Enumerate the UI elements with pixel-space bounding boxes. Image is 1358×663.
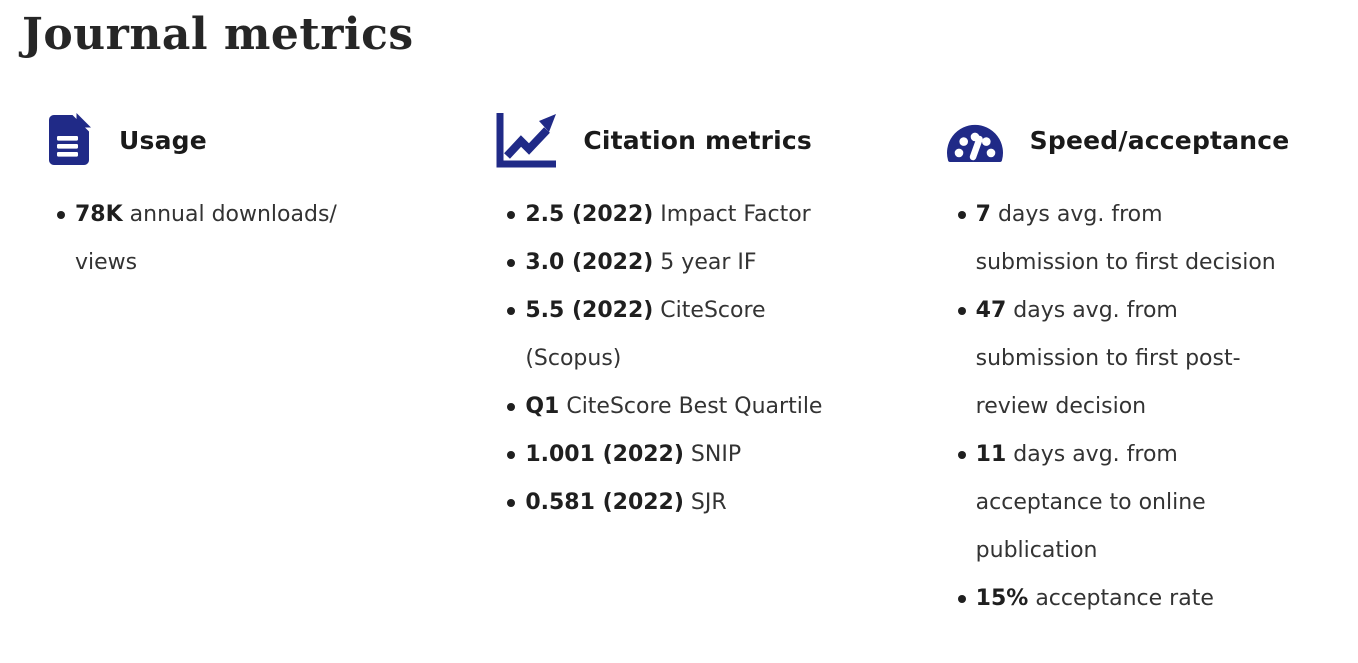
metric-item: 7 days avg. from submission to first dec… (957, 191, 1334, 287)
citation-metrics-list: 2.5 (2022) Impact Factor 3.0 (2022) 5 ye… (495, 191, 883, 527)
metric-item: 47 days avg. from submission to first po… (957, 287, 1334, 431)
metric-value: 47 (975, 298, 1007, 324)
metric-value: 15% (975, 586, 1029, 612)
metric-value: 7 (975, 202, 991, 228)
metric-value: Q1 (525, 394, 560, 420)
speed-acceptance-list: 7 days avg. from submission to first dec… (946, 191, 1334, 623)
citation-metrics-header: Citation metrics (495, 111, 883, 169)
metric-value: 2.5 (2022) (525, 202, 654, 228)
speedometer-icon (946, 115, 1004, 165)
speed-acceptance-header: Speed/acceptance (946, 111, 1334, 169)
trend-chart-icon (495, 111, 557, 169)
metric-item: Q1 CiteScore Best Quartile (507, 383, 883, 431)
metric-item: 1.001 (2022) SNIP (507, 431, 883, 479)
metric-item: 3.0 (2022) 5 year IF (507, 239, 883, 287)
metric-label: 5 year IF (653, 250, 757, 276)
metric-value: 1.001 (2022) (525, 442, 684, 468)
metrics-columns: Usage 78K annual downloads/ views Citati… (45, 111, 1334, 623)
metric-label: SJR (683, 490, 727, 516)
metric-value: 5.5 (2022) (525, 298, 654, 324)
column-usage: Usage 78K annual downloads/ views (45, 111, 433, 623)
metric-label: days avg. from acceptance to online publ… (975, 442, 1206, 564)
page-title: Journal metrics (22, 9, 414, 60)
metric-item: 2.5 (2022) Impact Factor (507, 191, 883, 239)
journal-metrics-section: Journal metrics Usage 78K annual downloa… (22, 9, 1334, 623)
metric-label: annual downloads/ views (75, 202, 337, 276)
metric-label: days avg. from submission to first post-… (975, 298, 1241, 420)
metric-value: 11 (975, 442, 1007, 468)
metric-item: 11 days avg. from acceptance to online p… (957, 431, 1334, 575)
speed-acceptance-title: Speed/acceptance (1029, 125, 1290, 155)
column-citation-metrics: Citation metrics 2.5 (2022) Impact Facto… (495, 111, 883, 623)
usage-metrics-list: 78K annual downloads/ views (45, 191, 433, 287)
usage-header: Usage (45, 111, 433, 169)
metric-label: CiteScore Best Quartile (559, 394, 823, 420)
metric-value: 3.0 (2022) (525, 250, 654, 276)
document-icon (45, 113, 93, 167)
metric-item: 78K annual downloads/ views (56, 191, 433, 287)
metric-label: SNIP (683, 442, 742, 468)
metric-label: Impact Factor (653, 202, 811, 228)
metric-item: 0.581 (2022) SJR (507, 479, 883, 527)
citation-metrics-title: Citation metrics (583, 125, 813, 155)
metric-value: 78K (75, 202, 123, 228)
metric-label: acceptance rate (1028, 586, 1214, 612)
column-speed-acceptance: Speed/acceptance 7 days avg. from submis… (946, 111, 1334, 623)
metric-label: days avg. from submission to first decis… (975, 202, 1276, 276)
metric-item: 15% acceptance rate (957, 575, 1334, 623)
metric-item: 5.5 (2022) CiteScore (Scopus) (507, 287, 883, 383)
usage-title: Usage (119, 125, 207, 155)
metric-label: CiteScore (Scopus) (525, 298, 766, 372)
metric-value: 0.581 (2022) (525, 490, 684, 516)
